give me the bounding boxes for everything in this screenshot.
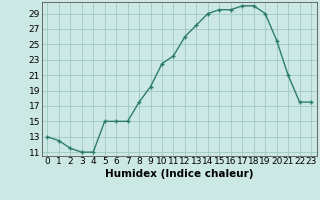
X-axis label: Humidex (Indice chaleur): Humidex (Indice chaleur) — [105, 169, 253, 179]
